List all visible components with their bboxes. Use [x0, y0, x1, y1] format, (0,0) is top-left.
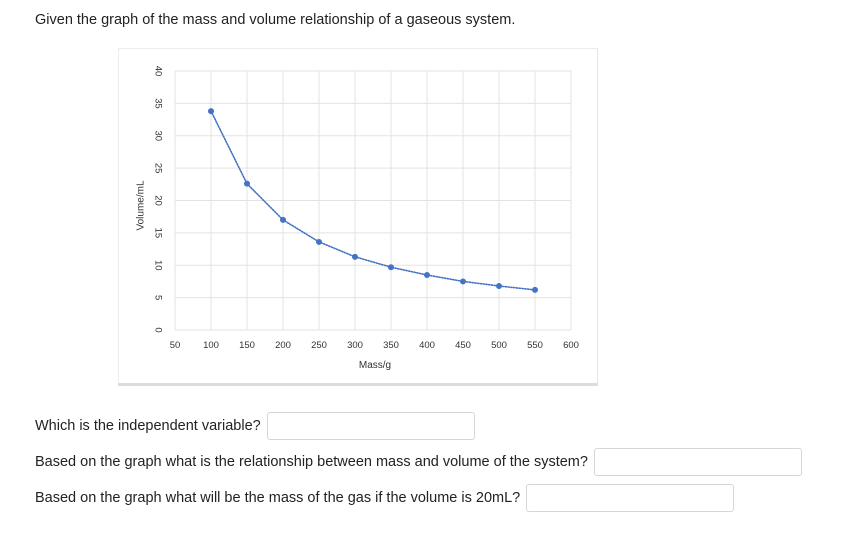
- x-tick-label: 500: [491, 340, 507, 351]
- data-point: [208, 108, 214, 115]
- question-label-independent-variable: Which is the independent variable?: [35, 418, 261, 434]
- x-tick-label: 200: [275, 340, 291, 351]
- x-tick-label: 450: [455, 340, 471, 351]
- trendline-layer: [210, 110, 536, 291]
- x-tick-label: 150: [239, 340, 255, 351]
- y-tick-label: 30: [152, 130, 163, 141]
- answer-input-mass-at-20ml[interactable]: [526, 484, 735, 512]
- y-tick-label: 25: [152, 163, 163, 174]
- x-tick-label: 350: [383, 340, 399, 351]
- question-row-independent-variable: Which is the independent variable?: [35, 412, 475, 440]
- y-tick-label: 15: [152, 228, 163, 239]
- y-tick-label: 40: [152, 66, 163, 77]
- grid-layer: [174, 70, 572, 331]
- data-point: [496, 282, 502, 289]
- data-point: [388, 264, 394, 271]
- trendline: [210, 110, 536, 291]
- data-point: [316, 238, 322, 245]
- x-axis-title: Mass/g: [359, 360, 391, 371]
- question-label-relationship: Based on the graph what is the relations…: [35, 454, 588, 470]
- x-tick-labels: 50 100 150 200 250 300 350 400 450 500 550 600: [170, 340, 579, 351]
- data-points-layer: [208, 108, 538, 293]
- y-tick-labels: 0 5 10 15 20 25 30 35 40: [152, 66, 163, 333]
- data-point: [460, 278, 466, 285]
- x-tick-label: 400: [419, 340, 435, 351]
- y-tick-label: 0: [152, 327, 163, 332]
- y-tick-label: 5: [152, 295, 163, 300]
- x-tick-label: 600: [563, 340, 579, 351]
- x-tick-label: 300: [347, 340, 363, 351]
- question-label-mass-at-20ml: Based on the graph what will be the mass…: [35, 490, 521, 506]
- x-tick-label: 250: [311, 340, 327, 351]
- x-tick-label: 100: [203, 340, 219, 351]
- question-row-mass-at-20ml: Based on the graph what will be the mass…: [35, 484, 735, 512]
- y-tick-label: 10: [152, 260, 163, 271]
- question-row-relationship: Based on the graph what is the relations…: [35, 448, 802, 476]
- x-tick-label: 550: [527, 340, 543, 351]
- data-point: [352, 253, 358, 260]
- data-point: [244, 180, 250, 187]
- y-axis-title: Volume/mL: [136, 180, 147, 230]
- chart-frame-left-edge: [118, 49, 119, 386]
- answer-input-relationship[interactable]: [593, 448, 802, 476]
- data-point: [532, 286, 538, 293]
- mass-volume-chart: 50 100 150 200 250 300 350 400 450 500 550 600 0 5 10…: [136, 66, 579, 371]
- data-point: [280, 216, 286, 223]
- prompt-text: Given the graph of the mass and volume r…: [35, 12, 516, 28]
- y-tick-label: 20: [152, 195, 163, 206]
- data-point: [424, 271, 430, 278]
- chart-frame-bottom-edge: [118, 383, 597, 386]
- answer-input-independent-variable[interactable]: [266, 412, 475, 440]
- y-tick-label: 35: [152, 98, 163, 109]
- chart-container: 50 100 150 200 250 300 350 400 450 500 550 600 0 5 10…: [118, 48, 598, 386]
- x-tick-label: 50: [170, 340, 181, 351]
